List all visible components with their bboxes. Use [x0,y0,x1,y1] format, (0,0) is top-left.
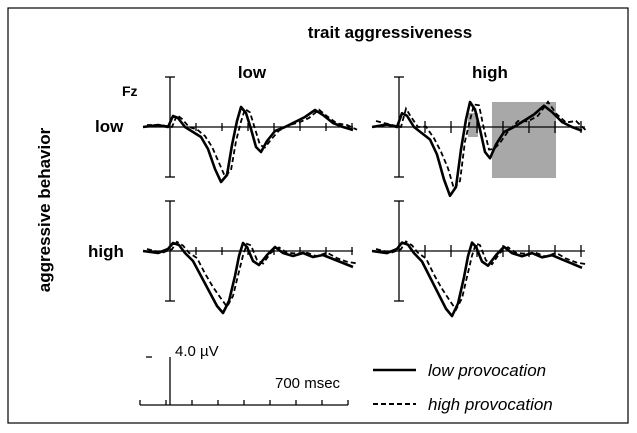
waveform-solid [142,105,354,184]
header-title: trait aggressiveness [308,23,472,42]
scale-bar [139,356,349,406]
legend-label: high provocation [428,395,553,414]
waveform-dashed [146,107,358,179]
erp-panel [142,76,358,184]
time-label: 700 msec [275,375,341,392]
frame [7,7,629,424]
column-label: high [472,63,508,82]
row-label: low [95,117,124,136]
legend-label: low provocation [428,361,546,380]
waveform-solid [142,241,354,315]
waveform-solid [371,241,583,318]
waveform-dashed [146,240,358,309]
row-label: high [88,242,124,261]
erp-panel [371,200,587,318]
amplitude-label: 4.0 µV [175,343,219,360]
column-label: low [238,63,267,82]
erp-panel [142,200,358,315]
highlight [468,113,478,137]
waveform-solid [371,100,583,198]
row-title: aggressive behavior [35,127,54,292]
waveform-dashed [375,240,587,312]
erp-panel [371,76,587,198]
electrode: Fz [122,83,138,99]
panels [142,76,587,318]
